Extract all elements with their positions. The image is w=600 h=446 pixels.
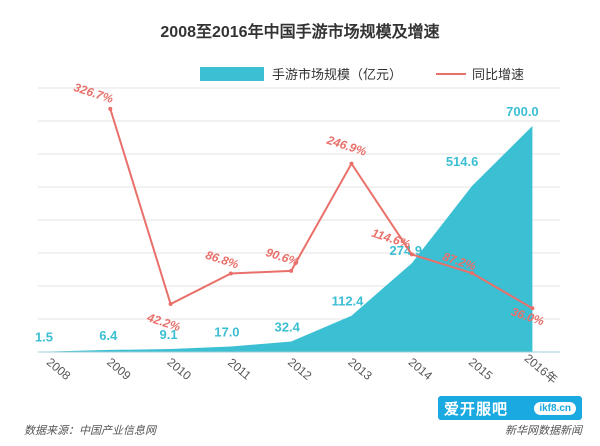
watermark-url: ikf8.cn xyxy=(534,401,576,415)
data-source-note: 数据来源：中国产业信息网 xyxy=(24,425,156,437)
x-tick-label: 2016年 xyxy=(522,351,561,387)
x-tick-label: 2012 xyxy=(285,355,315,383)
area-value-label: 9.1 xyxy=(160,327,178,342)
area-value-label: 32.4 xyxy=(275,320,301,335)
growth-point xyxy=(108,106,113,111)
chart-title: 2008至2016年中国手游市场规模及增速 xyxy=(160,24,440,41)
growth-point xyxy=(530,306,535,311)
site-watermark: 爱开服吧 ikf8.cn xyxy=(438,396,582,420)
legend: 手游市场规模（亿元） 同比增速 xyxy=(200,67,524,82)
legend-label-line: 同比增速 xyxy=(472,67,524,82)
x-tick-label: 2013 xyxy=(345,355,375,383)
x-tick-label: 2014 xyxy=(406,355,436,383)
growth-point xyxy=(228,271,233,276)
legend-label-area: 手游市场规模（亿元） xyxy=(272,67,402,82)
x-tick-label: 2011 xyxy=(225,355,254,383)
area-value-label: 1.5 xyxy=(35,330,53,345)
growth-value-label: 90.6% xyxy=(264,245,301,269)
growth-point xyxy=(470,271,475,276)
x-tick-label: 2009 xyxy=(104,355,134,383)
area-value-label: 17.0 xyxy=(214,325,239,340)
area-value-label: 6.4 xyxy=(99,328,118,343)
credit-note: 新华网数据新闻 xyxy=(505,425,582,437)
growth-value-label: 246.9% xyxy=(324,133,368,159)
growth-value-label: 326.7% xyxy=(72,80,115,106)
area-fill xyxy=(50,126,533,352)
growth-point xyxy=(168,302,173,307)
x-tick-label: 2010 xyxy=(164,355,194,383)
watermark-logo: 爱开服吧 xyxy=(444,400,509,418)
area-value-label: 700.0 xyxy=(506,104,539,119)
growth-point xyxy=(349,161,354,166)
growth-value-label: 86.8% xyxy=(204,248,241,272)
area-value-label: 514.6 xyxy=(446,154,479,169)
x-tick-label: 2015 xyxy=(466,355,496,383)
growth-line xyxy=(109,108,533,310)
growth-point xyxy=(289,268,294,273)
x-axis-ticks: 2008 2009 2010 2011 2012 2013 2014 2015 2016年 xyxy=(44,351,560,387)
area-value-label: 112.4 xyxy=(332,294,365,309)
x-tick-label: 2008 xyxy=(44,355,74,383)
growth-point xyxy=(409,252,414,257)
legend-swatch-area xyxy=(200,67,264,81)
